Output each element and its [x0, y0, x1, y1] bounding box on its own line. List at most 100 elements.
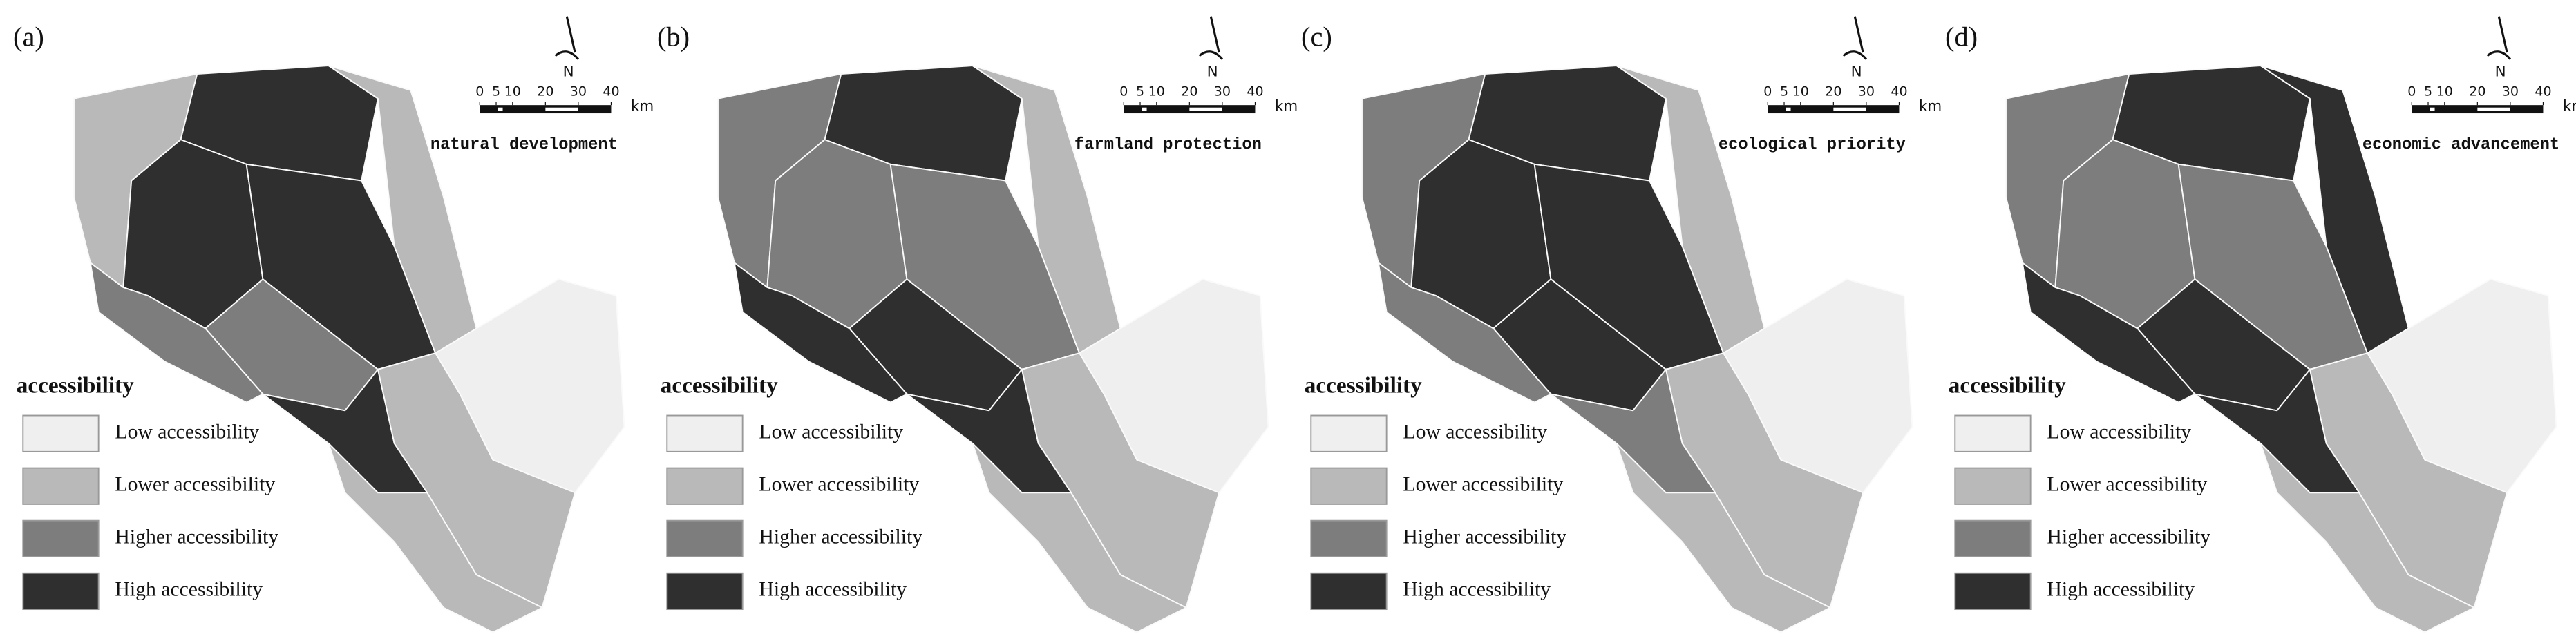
- legend-title: accessibility: [17, 373, 134, 399]
- scale-unit: km: [1275, 98, 1298, 115]
- scale-tick-label: 0: [2407, 84, 2416, 99]
- scale-bar-segment: [545, 107, 578, 111]
- panel-label: (d): [1945, 21, 1978, 52]
- scale-bar-segment: [1189, 107, 1222, 111]
- scale-bar-segment: [2430, 107, 2435, 111]
- scale-tick-label: 30: [2502, 84, 2519, 99]
- legend-swatch: [666, 414, 744, 452]
- panel: (b) N 0 5 10 20 30 40 km farmland protection acces…: [657, 16, 1298, 633]
- scale-tick-label: 30: [1214, 84, 1231, 99]
- map: [1361, 65, 1913, 633]
- map: [73, 65, 625, 633]
- map: [717, 65, 1269, 633]
- region: [1616, 443, 1832, 633]
- panel-label: (c): [1301, 21, 1332, 52]
- legend-label: High accessibility: [115, 579, 263, 601]
- scenario-title: natural development: [430, 136, 618, 155]
- north-label: N: [1207, 64, 1218, 81]
- legend-label: Lower accessibility: [1403, 474, 1563, 496]
- legend-swatch: [22, 414, 100, 452]
- legend-label: Low accessibility: [1403, 421, 1547, 443]
- legend-label: Lower accessibility: [759, 474, 919, 496]
- scenario-title: farmland protection: [1074, 136, 1262, 155]
- region: [328, 443, 544, 633]
- legend-label: High accessibility: [1403, 579, 1551, 601]
- legend-label: Low accessibility: [759, 421, 903, 443]
- scenario-title: economic advancement: [2362, 136, 2559, 155]
- legend-title: accessibility: [661, 373, 778, 399]
- scale-tick-label: 20: [1181, 84, 1197, 99]
- north-label: N: [1851, 64, 1862, 81]
- legend-swatch: [1954, 414, 2032, 452]
- scenario-title: ecological priority: [1718, 136, 1906, 155]
- legend-swatch: [666, 467, 744, 505]
- legend-title: accessibility: [1305, 373, 1422, 399]
- scale-bar-segment: [2477, 107, 2510, 111]
- scale-tick-label: 40: [1891, 84, 1907, 99]
- scale-tick-label: 20: [2469, 84, 2485, 99]
- map: [2005, 65, 2557, 633]
- legend-label: Higher accessibility: [1403, 526, 1566, 548]
- scale-unit: km: [2563, 98, 2576, 115]
- region: [1377, 261, 1552, 403]
- region: [89, 261, 264, 403]
- legend-label: High accessibility: [759, 579, 907, 601]
- north-arrow: [554, 16, 580, 60]
- legend-swatch: [1310, 519, 1388, 557]
- scale-bar-segment: [1786, 107, 1791, 111]
- legend-label: Lower accessibility: [115, 474, 275, 496]
- scale-tick-label: 5: [1136, 84, 1144, 99]
- legend-swatch: [22, 467, 100, 505]
- scale-tick-label: 5: [2424, 84, 2432, 99]
- panel-label: (b): [657, 21, 690, 52]
- legend-label: Higher accessibility: [115, 526, 278, 548]
- legend-title: accessibility: [1949, 373, 2066, 399]
- legend-label: Lower accessibility: [2047, 474, 2207, 496]
- north-arrow: [2486, 16, 2512, 60]
- scale-tick-label: 5: [1780, 84, 1788, 99]
- scale-tick-label: 10: [1148, 84, 1165, 99]
- scale-bar-segment: [1142, 107, 1147, 111]
- legend-swatch: [1310, 414, 1388, 452]
- scale-tick-label: 10: [1792, 84, 1809, 99]
- scale-tick-label: 30: [570, 84, 587, 99]
- legend-swatch: [22, 519, 100, 557]
- legend-swatch: [1954, 519, 2032, 557]
- legend-swatch: [1310, 467, 1388, 505]
- north-label: N: [563, 64, 574, 81]
- scale-tick-label: 20: [1825, 84, 1841, 99]
- scale-tick-label: 5: [492, 84, 500, 99]
- north-label: N: [2495, 64, 2506, 81]
- scale-tick-label: 30: [1858, 84, 1875, 99]
- legend-label: Low accessibility: [115, 421, 259, 443]
- scale-tick-label: 0: [1763, 84, 1772, 99]
- panel-label: (a): [13, 21, 44, 52]
- scale-tick-label: 10: [2436, 84, 2453, 99]
- panel: (a) N 0 5 10 20 30 40 km natural development acces…: [13, 16, 654, 633]
- legend-label: Higher accessibility: [2047, 526, 2210, 548]
- legend-swatch: [1954, 572, 2032, 611]
- region: [2021, 261, 2196, 403]
- scale-bar-segment: [1833, 107, 1866, 111]
- north-arrow: [1198, 16, 1224, 60]
- scale-tick-label: 0: [1119, 84, 1128, 99]
- north-arrow: [1842, 16, 1868, 60]
- legend-swatch: [1310, 572, 1388, 611]
- legend-swatch: [666, 519, 744, 557]
- legend-label: High accessibility: [2047, 579, 2195, 601]
- scale-tick-label: 40: [1247, 84, 1263, 99]
- region: [972, 443, 1188, 633]
- region: [2260, 443, 2476, 633]
- legend-label: Higher accessibility: [759, 526, 922, 548]
- scale-bar-segment: [498, 107, 503, 111]
- scale-tick-label: 40: [603, 84, 619, 99]
- scale-tick-label: 40: [2535, 84, 2551, 99]
- scale-tick-label: 0: [475, 84, 484, 99]
- scale-tick-label: 20: [537, 84, 553, 99]
- scale-unit: km: [631, 98, 654, 115]
- panel: (c) N 0 5 10 20 30 40 km ecological priority acces…: [1301, 16, 1942, 633]
- panel: (d) N 05 10 20 30 40 km economic advancement acce…: [1945, 16, 2576, 633]
- legend-swatch: [22, 572, 100, 611]
- scale-tick-label: 10: [504, 84, 521, 99]
